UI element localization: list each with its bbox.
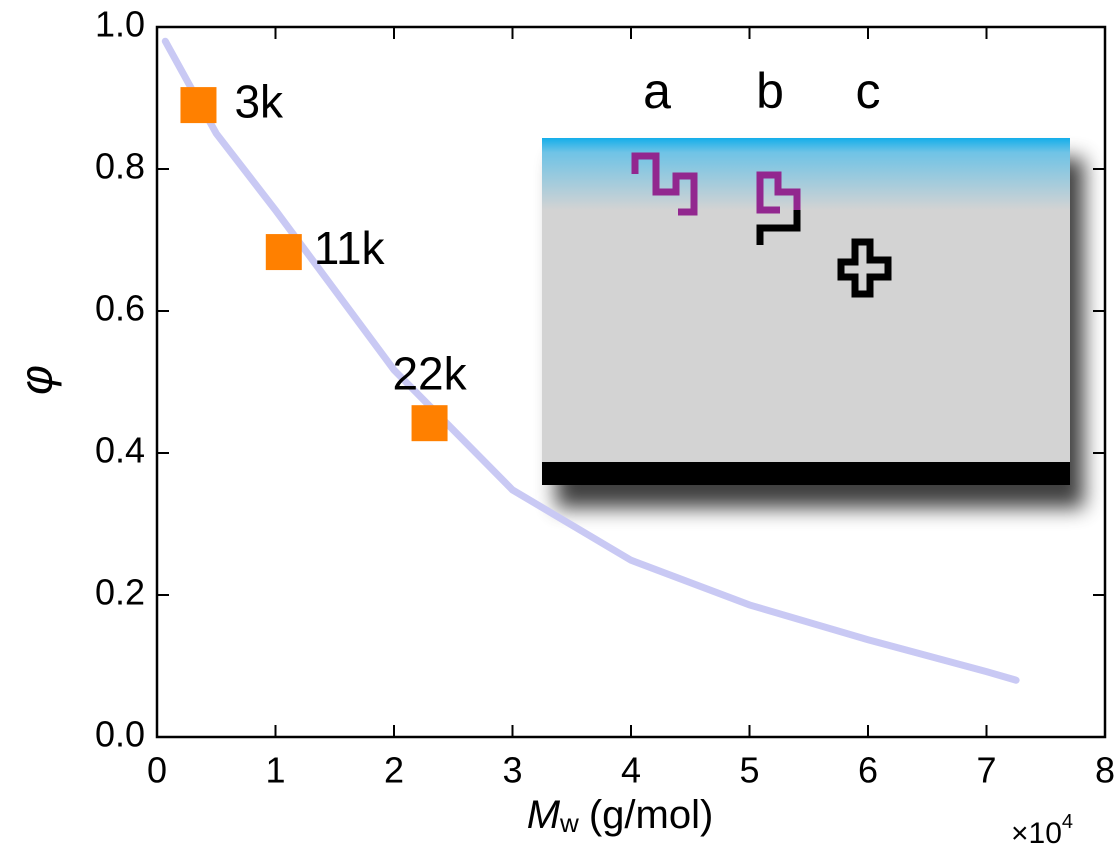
polymer-b-bottom: [756, 210, 801, 245]
y-tick-label: 0.8: [95, 146, 145, 187]
x-tick-label: 3: [502, 750, 522, 791]
polymer-b-top: [756, 171, 801, 214]
y-tick-label: 1.0: [95, 4, 145, 45]
data-point: [265, 234, 302, 271]
data-point: [180, 87, 217, 124]
x-tick-label: 7: [976, 750, 996, 791]
polymer-a: [631, 152, 698, 216]
fit-curve: [161, 37, 1020, 684]
point-label: 3k: [234, 75, 284, 127]
multiplier-exponent: 4: [1062, 811, 1073, 833]
inset: a b c: [542, 63, 1084, 508]
data-point: [411, 405, 448, 442]
x-tick-label: 6: [858, 750, 878, 791]
inset-label: b: [756, 63, 784, 119]
x-axis-label: Mw (g/mol): [527, 793, 714, 838]
x-tick-label: 8: [1095, 750, 1115, 791]
x-tick-label: 0: [147, 750, 167, 791]
x-label-symbol: M: [527, 793, 561, 837]
x-multiplier: ×104: [1011, 811, 1073, 850]
x-tick-label: 2: [384, 750, 404, 791]
y-axis-label: φ: [10, 365, 62, 395]
x-label-unit: (g/mol): [589, 793, 713, 837]
y-tick-label: 0.0: [95, 714, 145, 755]
y-tick-label: 0.2: [95, 572, 145, 613]
y-tick-label: 0.6: [95, 288, 145, 329]
point-label: 22k: [392, 347, 467, 399]
x-tick-label: 5: [739, 750, 759, 791]
point-label: 11k: [314, 222, 386, 274]
x-tick-label: 4: [621, 750, 641, 791]
inset-label: c: [856, 63, 881, 119]
inset-label: a: [643, 63, 671, 119]
inset-substrate: [542, 462, 1070, 485]
y-tick-label: 0.4: [95, 430, 145, 471]
multiplier-base: ×10: [1011, 817, 1062, 850]
x-label-subscript: w: [559, 808, 579, 838]
inset-solvent: [542, 138, 1070, 210]
polymer-c: [837, 238, 892, 298]
x-tick-label: 1: [265, 750, 285, 791]
